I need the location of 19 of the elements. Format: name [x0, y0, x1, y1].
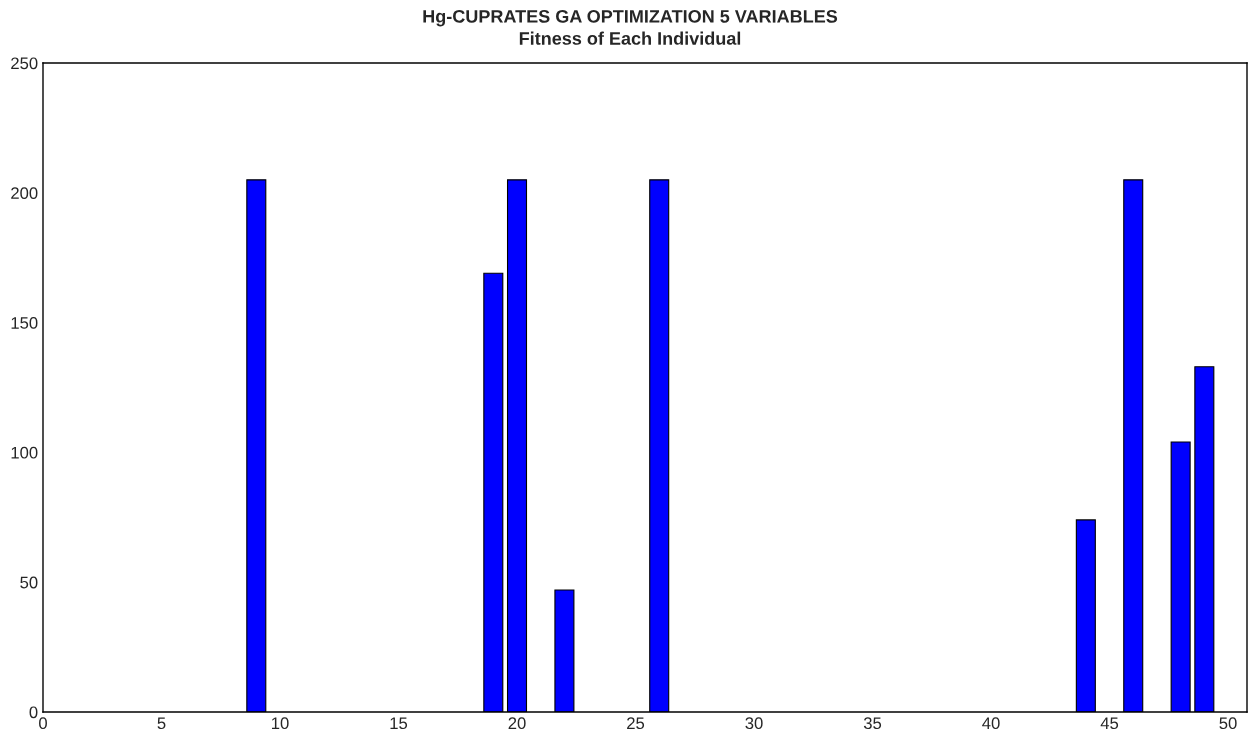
x-tick-label: 0: [39, 717, 47, 730]
y-tick-label: 100: [11, 446, 38, 459]
y-tick-label: 50: [20, 576, 38, 589]
x-tick-label: 30: [745, 717, 763, 730]
x-tick-label: 5: [157, 717, 166, 730]
x-tick-label: 45: [1100, 717, 1119, 730]
x-tick-label: 35: [863, 717, 882, 730]
chart-subtitle: Fitness of Each Individual: [519, 31, 741, 45]
y-tick-label: 250: [11, 57, 38, 70]
x-tick-label: 25: [627, 717, 645, 730]
x-tick-label: 20: [508, 717, 526, 730]
x-tick-label: 40: [982, 717, 1000, 730]
y-tick-label: 150: [11, 317, 38, 329]
x-tick-label: 10: [272, 717, 289, 730]
y-tick-label: 0: [29, 706, 38, 719]
x-tick-label: 15: [390, 717, 408, 730]
y-tick-label: 200: [11, 187, 38, 199]
x-tick-label: 50: [1219, 717, 1237, 730]
chart-title: Hg-CUPRATES GA OPTIMIZATION 5 VARIABLES: [423, 9, 838, 27]
